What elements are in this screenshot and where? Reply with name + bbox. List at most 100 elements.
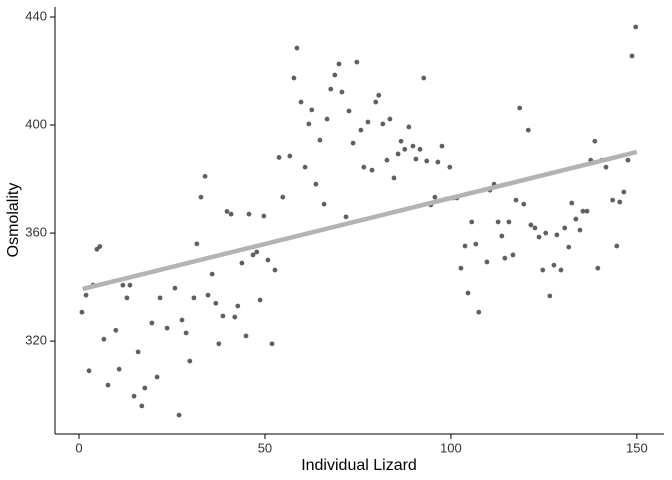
point [465,290,471,296]
point [421,75,427,81]
point [424,158,430,164]
point [569,200,575,206]
point [276,155,282,160]
point [547,293,553,299]
point [313,181,319,187]
point [246,211,252,217]
point [224,209,230,214]
point [250,252,256,258]
y-tick-label: 400 [25,116,47,131]
point [194,241,200,247]
point [157,295,163,301]
point [254,249,260,255]
point [476,309,482,315]
point [484,259,490,265]
point [97,244,103,249]
point [324,116,330,122]
point [413,156,419,162]
point [525,127,531,133]
point [380,121,386,127]
x-tick-label: 150 [626,440,648,455]
point [187,358,193,364]
point [294,45,300,51]
point [402,146,408,152]
point [610,197,616,203]
point [391,175,397,181]
point [131,393,137,399]
point [228,211,234,217]
point [499,233,505,239]
point [346,108,352,114]
point [592,138,598,144]
point [339,89,345,95]
point [580,208,586,214]
point [369,167,375,173]
point [532,225,538,231]
point [398,138,404,144]
y-tick-label: 360 [25,224,47,239]
point [139,403,145,409]
point [235,303,241,309]
point [513,197,519,203]
point [558,267,564,273]
point [495,219,501,225]
point [113,327,119,333]
point [387,116,393,122]
y-axis-title: Osmolality [5,183,22,258]
point [506,219,512,225]
point [216,341,222,347]
x-tick-label: 100 [440,440,462,455]
point [257,297,263,303]
point [287,153,293,159]
point [243,333,249,339]
trend-line [82,149,638,292]
point [462,243,468,249]
point [621,189,627,195]
point [358,127,364,133]
point [101,336,107,342]
point [213,300,219,306]
point [172,285,178,291]
point [198,194,204,200]
point [220,313,226,319]
point [265,257,271,263]
point [202,173,208,179]
point [376,92,382,98]
point [83,292,89,298]
x-tick-label: 0 [75,440,82,455]
point [365,119,371,125]
point [439,143,445,149]
point [272,267,278,273]
point [179,317,185,323]
point [361,164,367,170]
point [135,349,141,355]
point [469,219,475,225]
y-tick-label: 440 [25,8,47,23]
point [309,107,315,113]
point [617,199,623,205]
point [562,225,568,231]
point [124,295,130,301]
point [291,75,297,81]
point [332,72,338,78]
point [528,222,534,228]
point [435,159,441,165]
point [350,140,356,146]
point [473,241,479,247]
point [536,234,542,240]
point [395,151,401,157]
point [317,137,323,143]
point [551,262,557,268]
point [521,201,527,207]
point [280,194,286,200]
point [614,243,620,249]
point [239,260,245,266]
point [261,213,267,219]
point [554,232,560,238]
point [336,61,342,67]
point [298,99,304,105]
point [458,265,464,271]
point [566,244,572,250]
point [205,292,211,298]
